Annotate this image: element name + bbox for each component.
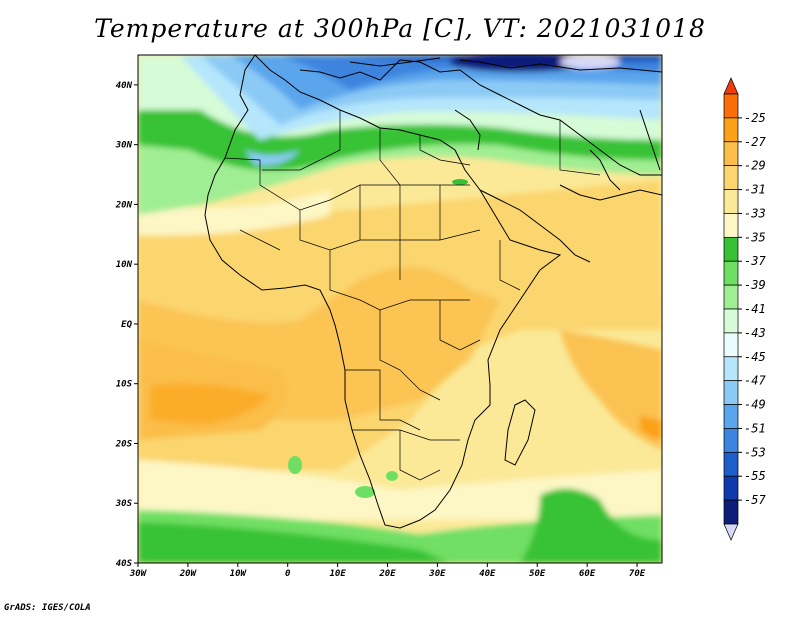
map-title: Temperature at 300hPa [C], VT: 202103101… (94, 14, 706, 43)
colorbar-label: -39 (744, 278, 766, 292)
colorbar-segment (723, 236, 739, 262)
colorbar-label: -43 (744, 326, 766, 340)
colorbar-segment (723, 428, 739, 453)
colorbar-label: -53 (744, 445, 766, 459)
colorbar-segment (723, 117, 739, 143)
colorbar-segment (723, 284, 739, 310)
lat-tick-label: 20S (115, 439, 133, 449)
colorbar-label: -55 (744, 469, 766, 483)
lat-tick-label: 40N (116, 81, 133, 91)
colorbar-segment (723, 451, 739, 477)
coastlines (204, 55, 662, 529)
colorbar-segment (723, 475, 739, 501)
colorbar-segment (723, 404, 739, 429)
colorbar-segment (723, 332, 739, 358)
lon-tick-label: 30E (428, 569, 446, 579)
colorbar-segment (723, 213, 739, 238)
colorbar-label: -51 (744, 421, 766, 435)
colorbar-label: -45 (744, 350, 766, 364)
lon-tick-label: 20E (378, 569, 396, 579)
lon-tick-label: 40E (479, 569, 496, 579)
lon-tick-label: 50E (529, 569, 546, 579)
colorbar-segment (723, 308, 739, 334)
colorbar-label: -33 (744, 206, 766, 220)
plot-frame (137, 54, 663, 564)
colorbar-label: -35 (744, 230, 766, 244)
lon-tick-label: 0 (285, 569, 291, 579)
colorbar-segment (723, 189, 739, 214)
colorbar-segment (723, 141, 739, 167)
colorbar-segment (723, 356, 739, 382)
lon-tick-label: 60E (579, 569, 596, 579)
lon-tick-label: 30W (129, 569, 148, 579)
lat-tick-label: 10N (116, 260, 133, 270)
colorbar-label: -57 (744, 493, 766, 507)
colorbar-label: -47 (744, 374, 766, 388)
colorbar-segment (723, 165, 739, 190)
lat-tick-label: 10S (116, 380, 133, 390)
country-borders (224, 110, 601, 481)
lon-tick-label: 10E (329, 569, 346, 579)
axis-ticks: 30W 20W 10W 0 10E 20E 30E 40E 50E 60E 70E 40N 30N 20N… (115, 81, 646, 579)
lat-tick-label: 40S (116, 559, 133, 569)
colorbar-label: -41 (744, 302, 766, 316)
lon-tick-label: 10W (230, 569, 248, 579)
lon-tick-label: 20W (179, 569, 198, 579)
lat-tick-label: EQ (121, 320, 132, 330)
colorbar-bottom-triangle (723, 523, 739, 541)
colorbar-segment (723, 93, 739, 119)
lon-tick-label: 70E (629, 569, 646, 579)
colorbar-segment (723, 380, 739, 405)
colorbar-top-triangle (723, 77, 739, 95)
colorbar-label: -29 (744, 159, 766, 173)
colorbar-label: -25 (744, 111, 766, 125)
lat-tick-label: 20N (115, 200, 133, 210)
colorbar-label: -37 (744, 254, 766, 268)
grads-credit: GrADS: IGES/COLA (4, 603, 91, 613)
colorbar-segment (723, 260, 739, 286)
colorbar-label: -31 (744, 183, 766, 197)
colorbar-segment (723, 499, 739, 525)
colorbar-label: -49 (744, 398, 766, 412)
lat-tick-label: 30N (115, 141, 133, 151)
lat-tick-label: 30S (115, 499, 133, 509)
colorbar: -25 -27 -29 -31 -33 -35 -37 -39 -41 -43 -45 -47 -49 -… (723, 77, 766, 541)
colorbar-label: -27 (744, 135, 766, 149)
temperature-field (138, 55, 662, 563)
